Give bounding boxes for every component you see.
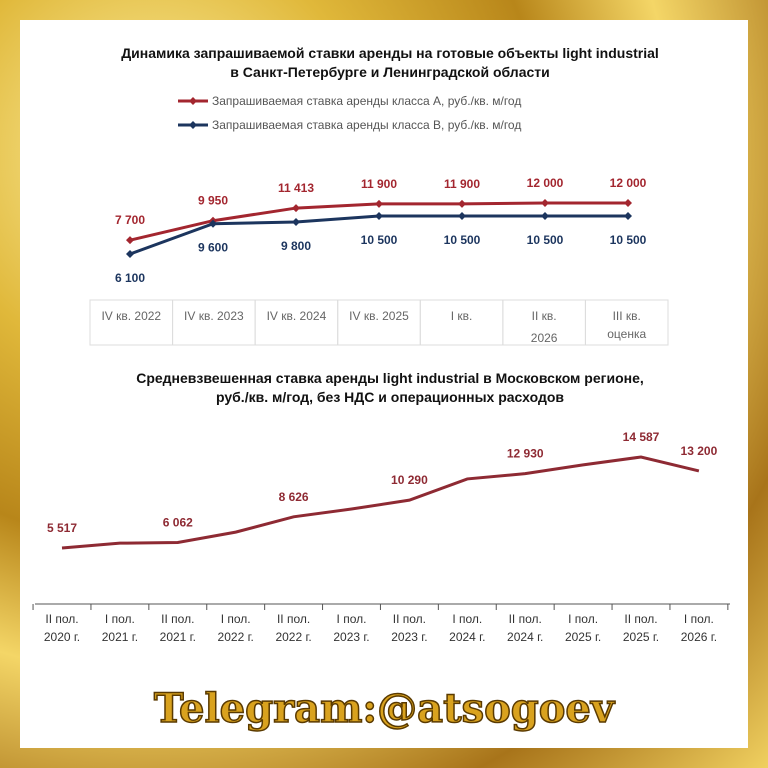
x-tick-label: I пол. 2024 г. — [449, 612, 486, 644]
watermark: Telegram:@atsogoev — [154, 685, 616, 732]
value-label: 12 930 — [507, 447, 544, 461]
point — [458, 199, 466, 208]
value-label: 6 062 — [163, 516, 193, 530]
point — [126, 236, 134, 245]
legend-label: Запрашиваемая ставка аренды класса В, ру… — [212, 118, 521, 132]
value-label: 10 500 — [610, 233, 647, 247]
point — [541, 199, 549, 207]
panel — [20, 20, 748, 748]
legend-label: Запрашиваемая ставка аренды класса А, ру… — [212, 94, 521, 108]
value-label: 5 517 — [47, 521, 77, 535]
value-label: 9 950 — [198, 194, 228, 208]
value-label: 11 413 — [278, 181, 314, 195]
x-note: оценка — [607, 327, 646, 341]
value-label: 13 200 — [681, 444, 718, 458]
value-label: 10 500 — [527, 233, 564, 247]
point — [624, 199, 632, 207]
value-label: 7 700 — [115, 213, 145, 227]
legend-marker — [189, 97, 197, 105]
point — [624, 211, 632, 220]
point — [292, 218, 300, 227]
value-label: 6 100 — [115, 271, 145, 285]
x-tick-label: IV кв. 2023 — [184, 309, 244, 323]
value-label: 10 500 — [361, 233, 398, 247]
x-tick-label: I пол. 2026 г. — [680, 612, 718, 644]
x-tick-label: IV кв. 2022 — [101, 309, 161, 323]
x-tick-label: II пол. 2020 г. — [43, 612, 81, 644]
x-tick-label: II пол. 2025 г. — [622, 612, 660, 644]
point — [292, 204, 300, 213]
category-cell — [584, 299, 669, 346]
x-tick-label: III кв. — [613, 309, 641, 323]
chart-title: Динамика запрашиваемой ставки аренды на … — [121, 45, 659, 61]
value-label: 9 600 — [198, 241, 228, 255]
point — [375, 199, 383, 208]
chart-subtitle: руб./кв. м/год, без НДС и операционных р… — [216, 389, 564, 405]
value-label: 11 900 — [444, 177, 480, 191]
value-label: 12 000 — [610, 176, 647, 190]
x-tick-label: II пол. 2021 г. — [159, 612, 196, 644]
point — [126, 250, 134, 258]
value-label: 10 500 — [444, 233, 481, 247]
x-tick-label: I пол. 2023 г. — [333, 612, 370, 644]
point — [209, 219, 217, 228]
x-tick-label: I кв. — [451, 309, 473, 323]
point — [458, 211, 466, 220]
chart-subtitle: в Санкт-Петербурге и Ленинградской облас… — [230, 64, 549, 80]
point — [375, 211, 383, 220]
x-tick-label: I пол. 2021 г. — [101, 612, 139, 644]
value-label: 10 290 — [391, 473, 428, 487]
value-label: 12 000 — [527, 176, 564, 190]
x-tick-label: II пол. 2024 г. — [507, 612, 544, 644]
x-tick-label: I пол. 2022 г. — [217, 612, 254, 644]
point — [541, 211, 549, 220]
value-label: 8 626 — [279, 490, 309, 504]
chart-title: Средневзвешенная ставка аренды light ind… — [136, 370, 644, 386]
x-group-label: 2026 — [531, 331, 558, 345]
x-tick-label: IV кв. 2025 — [349, 309, 409, 323]
legend-marker — [189, 121, 197, 129]
x-tick-label: II пол. 2023 г. — [391, 612, 428, 644]
x-tick-label: IV кв. 2024 — [267, 309, 327, 323]
x-tick-label: II пол. 2022 г. — [275, 612, 312, 644]
value-label: 14 587 — [623, 430, 660, 444]
value-label: 9 800 — [281, 239, 311, 253]
value-label: 11 900 — [361, 177, 397, 191]
series-line — [61, 455, 700, 550]
x-tick-label: II кв. — [532, 309, 557, 323]
x-tick-label: I пол. 2025 г. — [564, 612, 602, 644]
